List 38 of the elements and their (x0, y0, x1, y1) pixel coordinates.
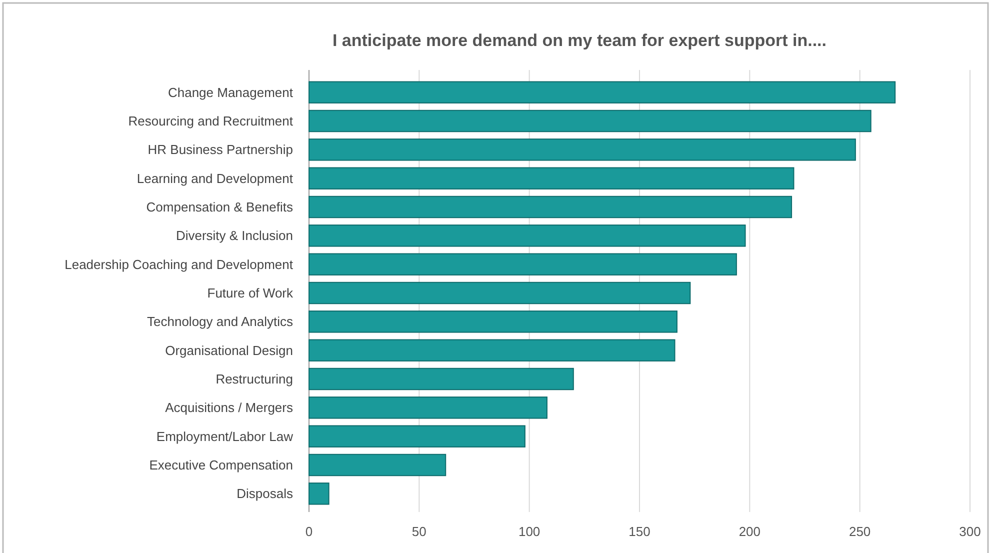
bar (308, 167, 794, 190)
y-tick-label: Compensation & Benefits (146, 200, 294, 215)
y-tick-label: Change Management (168, 84, 294, 100)
y-tick-label: Future of Work (207, 286, 294, 301)
x-tick-label: 0 (305, 524, 313, 539)
y-tick-label: Organisational Design (165, 342, 293, 358)
y-tick-label: Diversity & Inclusion (176, 228, 293, 244)
bar (308, 253, 737, 276)
x-tick-label: 300 (959, 524, 981, 539)
bar (308, 425, 526, 448)
bar (308, 454, 446, 476)
x-tick-label: 50 (412, 524, 426, 539)
x-tick-label: 250 (848, 524, 871, 539)
y-tick-label: Learning and Development (136, 170, 294, 186)
x-tick-label: 100 (518, 524, 540, 539)
y-tick-label: Technology and Analytics (147, 314, 294, 330)
bar (308, 196, 792, 218)
bar (308, 339, 676, 362)
y-tick-label: Employment/Labor Law (156, 428, 294, 444)
bar (308, 368, 574, 390)
bar (308, 224, 746, 247)
bar (308, 81, 896, 104)
bar (308, 396, 548, 419)
y-tick-label: HR Business Partnership (148, 142, 293, 158)
bar (308, 482, 330, 505)
y-tick-label: Leadership Coaching and Development (64, 256, 294, 272)
bar (308, 138, 856, 161)
chart-title: I anticipate more demand on my team for expert support in.... (332, 31, 827, 50)
y-tick-label: Restructuring (216, 372, 293, 387)
y-tick-label: Executive Compensation (149, 458, 293, 473)
y-tick-label: Resourcing and Recruitment (128, 114, 294, 129)
bar (308, 310, 678, 333)
x-tick-label: 150 (628, 524, 650, 539)
bar (308, 110, 872, 132)
y-tick-label: Disposals (236, 486, 294, 502)
bar (308, 282, 691, 304)
y-tick-label: Acquisitions / Mergers (165, 400, 294, 416)
x-tick-label: 200 (738, 524, 761, 539)
